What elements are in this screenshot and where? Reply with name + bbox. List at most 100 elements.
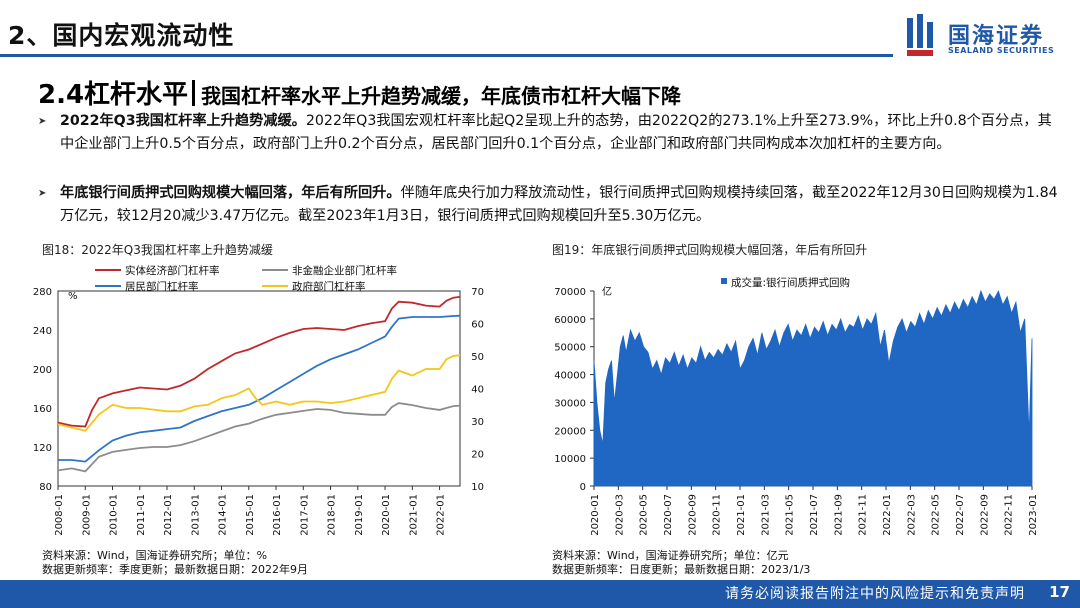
x-tick-label: 2020-09 bbox=[687, 494, 698, 536]
footer-disclaimer: 请务必阅读报告附注中的风险提示和免责声明 bbox=[725, 586, 1025, 602]
subtitle-lead: 2.4杠杆水平 bbox=[38, 80, 189, 110]
y-left-tick-label: 80 bbox=[39, 482, 52, 493]
bullet-arrow-icon: ➤ bbox=[38, 188, 47, 199]
legend-label: 居民部门杠杆率 bbox=[125, 280, 199, 293]
x-tick-label: 2022-03 bbox=[906, 494, 917, 536]
y-tick-label: 10000 bbox=[554, 454, 586, 465]
x-tick-label: 2011-01 bbox=[136, 494, 147, 536]
x-tick-label: 2021-05 bbox=[785, 494, 796, 536]
x-tick-label: 2021-03 bbox=[760, 494, 771, 536]
x-tick-label: 2020-03 bbox=[614, 494, 625, 536]
bullet-1-text: 2022年Q3我国杠杆率上升趋势减缓。2022年Q3我国宏观杠杆率比起Q2呈现上… bbox=[60, 110, 1060, 156]
legend-label: 实体经济部门杠杆率 bbox=[125, 264, 220, 277]
bullet-1-body: 2022年Q3我国宏观杠杆率比起Q2呈现上升的态势，由2022Q2的273.1%… bbox=[60, 113, 1052, 152]
y-right-tick-label: 10 bbox=[471, 482, 484, 493]
figure-19-source: 资料来源：Wind，国海证券研究所；单位：亿元 数据更新频率：日度更新；最新数据… bbox=[552, 549, 810, 577]
x-tick-label: 2021-11 bbox=[858, 494, 869, 536]
plot-frame bbox=[57, 290, 461, 487]
x-tick-label: 2020-01 bbox=[381, 494, 392, 536]
y-right-tick-label: 30 bbox=[471, 417, 484, 428]
y-tick-label: 40000 bbox=[554, 371, 586, 382]
x-tick-label: 2020-07 bbox=[663, 494, 674, 536]
subtitle-rest: 我国杠杆率水平上升趋势减缓，年底债市杠杆大幅下降 bbox=[201, 84, 682, 108]
x-tick-label: 2013-01 bbox=[190, 494, 201, 536]
x-tick-label: 2022-01 bbox=[436, 494, 447, 536]
y-right-tick-label: 50 bbox=[471, 352, 484, 363]
y-tick-label: 30000 bbox=[554, 398, 586, 409]
x-tick-label: 2022-01 bbox=[882, 494, 893, 536]
bullet-2-bold: 年底银行间质押式回购规模大幅回落，年后有所回升。 bbox=[60, 185, 401, 201]
page-number: 17 bbox=[1049, 583, 1070, 601]
figure-19-source-line2: 数据更新频率：日度更新；最新数据日期：2023/1/3 bbox=[552, 563, 811, 576]
y-right-tick-label: 60 bbox=[471, 320, 484, 331]
y-tick-label: 50000 bbox=[554, 343, 586, 354]
x-tick-label: 2018-01 bbox=[327, 494, 338, 536]
x-tick-label: 2015-01 bbox=[245, 494, 256, 536]
series-line-1 bbox=[57, 296, 461, 428]
x-tick-label: 2021-09 bbox=[833, 494, 844, 536]
bullet-2-text: 年底银行间质押式回购规模大幅回落，年后有所回升。伴随年底央行加力释放流动性，银行… bbox=[60, 182, 1060, 228]
sealand-logo-icon bbox=[907, 14, 933, 56]
logo-text-en: SEALAND SECURITIES bbox=[948, 46, 1055, 55]
legend-label: 政府部门杠杆率 bbox=[292, 280, 366, 293]
x-tick-label: 2022-11 bbox=[1004, 494, 1015, 536]
x-tick-label: 2022-07 bbox=[955, 494, 966, 536]
x-tick-label: 2020-11 bbox=[712, 494, 723, 536]
x-tick-label: 2022-09 bbox=[979, 494, 990, 536]
logo-text-cn: 国海证券 bbox=[948, 24, 1045, 49]
x-tick-label: 2020-05 bbox=[639, 494, 650, 536]
bullet-1: ➤ 2022年Q3我国杠杆率上升趋势减缓。2022年Q3我国宏观杠杆率比起Q2呈… bbox=[38, 110, 1052, 180]
legend-label: 非金融企业部门杠杆率 bbox=[292, 264, 397, 277]
x-tick-label: 2017-01 bbox=[299, 494, 310, 536]
subtitle-separator bbox=[192, 80, 196, 106]
x-tick-label: 2021-07 bbox=[809, 494, 820, 536]
x-tick-label: 2021-01 bbox=[408, 494, 419, 536]
y-unit: 亿 bbox=[602, 285, 612, 298]
y-left-tick-label: 160 bbox=[33, 404, 52, 415]
x-tick-label: 2009-01 bbox=[81, 494, 92, 536]
figure-19-source-line1: 资料来源：Wind，国海证券研究所；单位：亿元 bbox=[552, 549, 789, 562]
series-line-2 bbox=[57, 402, 461, 473]
volume-bars bbox=[593, 289, 1033, 487]
footer-bar bbox=[0, 580, 1080, 608]
y-left-tick-label: 280 bbox=[33, 287, 52, 298]
figure-18-source-line1: 资料来源：Wind，国海证券研究所；单位：% bbox=[42, 549, 268, 562]
header-rule bbox=[0, 54, 893, 57]
leverage-line-chart: 80 120 160 200 240 280 10 20 30 40 50 60 70% 2008-01 2… bbox=[33, 264, 484, 536]
x-tick-label: 2014-01 bbox=[218, 494, 229, 536]
y-tick-label: 20000 bbox=[554, 426, 586, 437]
series-line-3 bbox=[58, 314, 461, 463]
y-tick-label: 0 bbox=[580, 482, 586, 493]
legend-label: 成交量:银行间质押式回购 bbox=[731, 276, 850, 289]
y-left-tick-label: 120 bbox=[33, 443, 52, 454]
bullet-2-body: 伴随年底央行加力释放流动性，银行间质押式回购规模持续回落，截至2022年12月3… bbox=[60, 185, 1058, 224]
x-tick-label: 2020-01 bbox=[590, 494, 601, 536]
page-subtitle: 2.4杠杆水平 我国杠杆率水平上升趋势减缓，年底债市杠杆大幅下降 bbox=[38, 74, 681, 111]
figure-18-source: 资料来源：Wind，国海证券研究所；单位：% 数据更新频率：季度更新；最新数据日… bbox=[42, 549, 308, 577]
x-tick-label: 2008-01 bbox=[54, 494, 65, 536]
x-tick-label: 2012-01 bbox=[163, 494, 174, 536]
y-tick-label: 70000 bbox=[554, 287, 586, 298]
x-tick-label: 2019-01 bbox=[354, 494, 365, 536]
section-title: 2、国内宏观流动性 bbox=[8, 21, 235, 50]
y-left-unit: % bbox=[68, 291, 78, 302]
y-tick-label: 60000 bbox=[554, 315, 586, 326]
series-line-4 bbox=[57, 354, 461, 432]
bullet-2: ➤ 年底银行间质押式回购规模大幅回落，年后有所回升。伴随年底央行加力释放流动性，… bbox=[38, 182, 1058, 228]
figure-18-source-line2: 数据更新频率：季度更新；最新数据日期：2022年9月 bbox=[42, 563, 308, 576]
x-tick-label: 2010-01 bbox=[109, 494, 120, 536]
y-left-tick-label: 240 bbox=[33, 326, 52, 337]
y-right-tick-label: 40 bbox=[471, 385, 484, 396]
x-tick-label: 2023-01 bbox=[1028, 494, 1039, 536]
figure-19-caption: 图19：年底银行间质押式回购规模大幅回落，年后有所回升 bbox=[552, 243, 868, 257]
x-tick-label: 2022-05 bbox=[931, 494, 942, 536]
figure-18-caption: 图18：2022年Q3我国杠杆率上升趋势减缓 bbox=[42, 243, 273, 257]
bullet-1-bold: 2022年Q3我国杠杆率上升趋势减缓。 bbox=[60, 113, 306, 129]
repo-volume-chart: 0 10000 20000 30000 40000 50000 60000 70000 亿 202… bbox=[554, 276, 1039, 536]
x-tick-label: 2021-01 bbox=[736, 494, 747, 536]
y-right-tick-label: 70 bbox=[471, 287, 484, 298]
y-right-tick-label: 20 bbox=[471, 450, 484, 461]
bullet-arrow-icon: ➤ bbox=[38, 116, 47, 127]
y-left-tick-label: 200 bbox=[33, 365, 52, 376]
x-tick-label: 2016-01 bbox=[272, 494, 283, 536]
